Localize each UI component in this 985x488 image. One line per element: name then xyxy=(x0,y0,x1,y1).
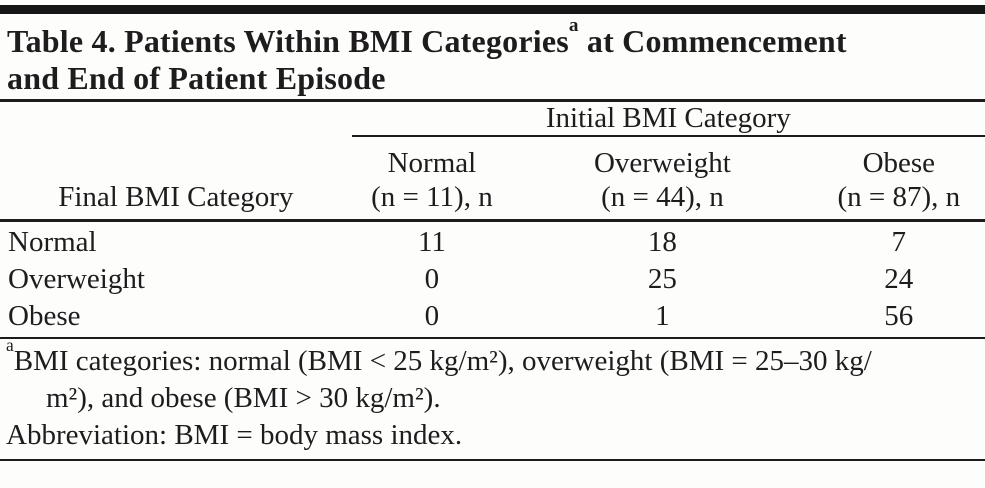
cell-value: 18 xyxy=(647,226,677,258)
table-footnotes: aBMI categories: normal (BMI < 25 kg/m²)… xyxy=(0,336,985,459)
spanner-empty-cell xyxy=(0,102,352,136)
footnote-bmi-categories: aBMI categories: normal (BMI < 25 kg/m²)… xyxy=(6,336,977,380)
column-name: Overweight xyxy=(593,147,731,179)
cell-value: 56 xyxy=(884,300,914,332)
title-line1-text: Table 4. Patients Within BMI Categories xyxy=(7,23,569,59)
footnote-bmi-line1: BMI categories: normal (BMI < 25 kg/m²),… xyxy=(13,345,872,377)
title-line2-text: and End of Patient Episode xyxy=(7,60,386,96)
column-name: Obese xyxy=(862,147,936,179)
table-row: Obese 0 1 56 xyxy=(0,298,985,337)
column-header-normal: Normal (n = 11), n xyxy=(351,136,513,222)
cell-value: 25 xyxy=(647,263,677,295)
table-body: Normal 11 18 7 Overweight 0 25 24 Obese … xyxy=(0,221,985,338)
row-header-label: Final BMI Category xyxy=(0,136,352,222)
cell-value: 24 xyxy=(884,263,914,295)
footnote-abbreviation: Abbreviation: BMI = body mass index. xyxy=(6,419,463,451)
top-heavy-rule xyxy=(0,5,985,14)
column-header-obese: Obese (n = 87), n xyxy=(812,136,985,222)
spanner-row: Initial BMI Category xyxy=(0,102,985,137)
table-header: Initial BMI Category Final BMI Category … xyxy=(0,102,985,222)
column-header-overweight: Overweight (n = 44), n xyxy=(512,136,813,222)
table-title: Table 4. Patients Within BMI Categoriesa… xyxy=(0,14,985,99)
cell-value: 11 xyxy=(417,226,446,258)
column-header-row: Final BMI Category Normal (n = 11), n Ov… xyxy=(0,136,985,222)
title-line1-cont: at Commencement xyxy=(578,23,847,59)
cell-value: 0 xyxy=(424,300,440,332)
cell-value: 1 xyxy=(655,300,670,332)
title-bottom-rule xyxy=(0,99,985,102)
column-subtext: (n = 87), n xyxy=(837,181,961,213)
column-subtext: (n = 44), n xyxy=(601,181,724,213)
column-subtext: (n = 11), n xyxy=(371,181,493,213)
cell-value: 0 xyxy=(424,263,440,295)
title-footnote-marker: a xyxy=(568,14,579,36)
footnote-bmi-line2: m²), and obese (BMI > 30 kg/m²). xyxy=(46,382,441,414)
footnote-marker: a xyxy=(6,334,14,355)
table-row: Overweight 0 25 24 xyxy=(0,261,985,298)
table-row: Normal 11 18 7 xyxy=(0,221,985,262)
table-bottom-rule xyxy=(0,459,985,461)
cell-value: 7 xyxy=(891,226,907,258)
row-label-overweight: Overweight xyxy=(8,263,145,295)
row-label-obese: Obese xyxy=(8,300,81,332)
column-name: Normal xyxy=(387,147,477,179)
bmi-category-table: Initial BMI Category Final BMI Category … xyxy=(0,102,985,337)
row-label-normal: Normal xyxy=(8,226,97,258)
initial-bmi-spanner: Initial BMI Category xyxy=(351,102,985,137)
body-bottom-rule xyxy=(0,337,985,339)
